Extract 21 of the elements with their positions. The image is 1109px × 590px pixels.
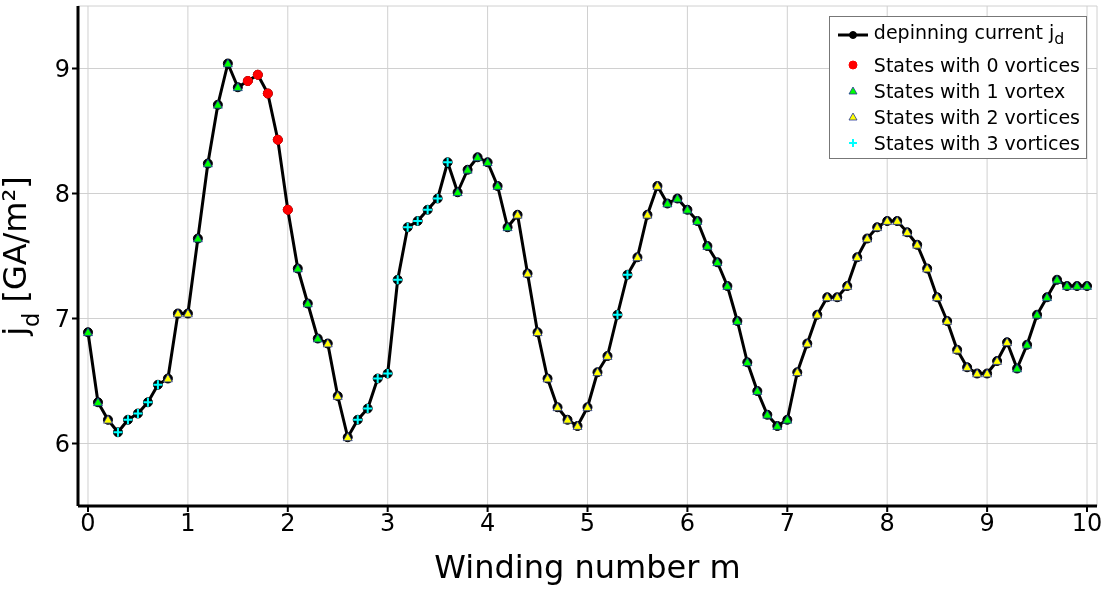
y-tick-label: 6 (54, 430, 70, 459)
y-tick-label: 8 (54, 180, 70, 209)
x-tick-label: 7 (779, 509, 795, 538)
x-tick-label: 6 (679, 509, 696, 538)
x-tick-label: 8 (879, 509, 895, 538)
x-tick-label: 0 (80, 509, 96, 538)
legend-label: States with 1 vortex (873, 78, 1066, 104)
x-tick-label: 4 (479, 509, 496, 538)
x-tick-label: 1 (180, 509, 196, 538)
x-tick-label: 9 (979, 509, 995, 538)
x-tick-label: 3 (380, 509, 396, 538)
x-axis-title: Winding number m (434, 548, 741, 586)
y-tick-label: 9 (54, 55, 70, 84)
legend-label: States with 2 vortices (873, 104, 1080, 130)
x-tick-label: 10 (1071, 509, 1103, 538)
legend-label: depinning current j$_{d}$ (873, 20, 1065, 50)
legend-label: States with 3 vortices (873, 130, 1080, 156)
x-tick-label: 5 (579, 509, 596, 538)
y-tick-label: 7 (54, 305, 70, 334)
legend-label: States with 0 vortices (873, 52, 1080, 78)
x-tick-label: 2 (280, 509, 296, 538)
